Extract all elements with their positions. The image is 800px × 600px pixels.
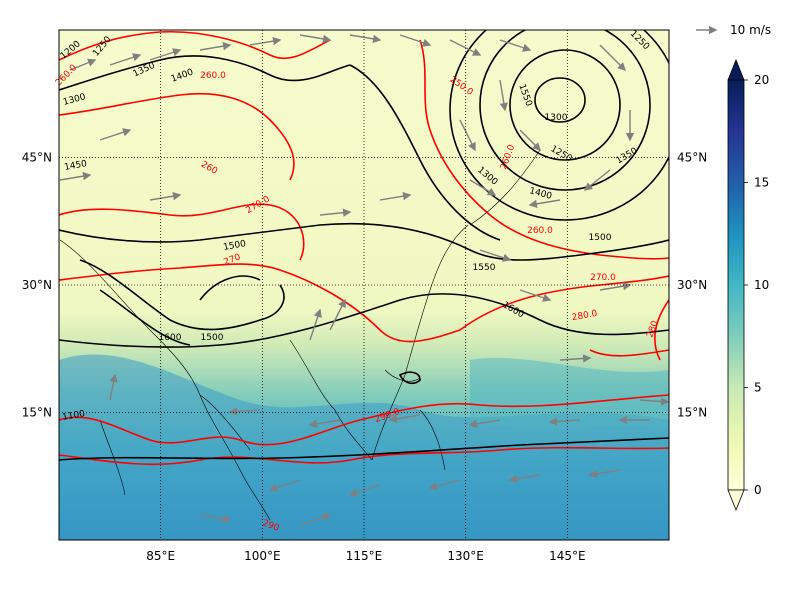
wind-arrow xyxy=(299,513,332,526)
geopotential-contour-label: 1450 xyxy=(64,159,89,173)
wind-arrow xyxy=(459,119,476,152)
wind-arrow xyxy=(639,397,669,406)
coastlines xyxy=(59,149,541,521)
wind-arrow xyxy=(479,249,512,262)
wind-arrow xyxy=(548,417,581,426)
gridlines xyxy=(59,30,669,540)
wind-arrow xyxy=(349,34,382,43)
wind-arrow xyxy=(519,129,541,151)
wind-arrow xyxy=(308,419,341,428)
lon-tick-label: 145°E xyxy=(549,549,586,563)
lon-tick-label: 115°E xyxy=(346,549,383,563)
wind-arrow xyxy=(69,58,97,71)
wind-arrow xyxy=(388,414,421,423)
wind-arrow xyxy=(599,282,632,291)
wind-arrow xyxy=(588,469,621,478)
wind-arrow xyxy=(59,172,92,181)
wind-arrow xyxy=(309,308,322,341)
wind-arrow xyxy=(249,37,282,46)
wind-arrow xyxy=(228,407,261,416)
wind-arrow xyxy=(199,514,232,523)
wind-arrow xyxy=(299,34,332,43)
wind-arrow xyxy=(468,419,501,428)
colorbar-extend-min xyxy=(727,489,745,512)
wind-arrow xyxy=(559,354,592,363)
wind-arrow xyxy=(379,192,412,201)
lat-tick-label: 45°N xyxy=(22,151,52,165)
colorbar-ticks: 0 5 10 15 20 xyxy=(744,73,769,497)
temperature-contours xyxy=(59,30,669,466)
temperature-contour-label: 260.0 xyxy=(200,71,226,81)
lon-tick-label: 85°E xyxy=(146,549,175,563)
wind-arrow xyxy=(399,34,432,47)
lat-tick-label: 30°N xyxy=(22,278,52,292)
colorbar-body xyxy=(727,79,745,491)
wind-arrow xyxy=(99,128,132,141)
colorbar-extend-max xyxy=(727,58,745,81)
wind-arrow xyxy=(109,53,142,66)
colorbar-tick-label: 15 xyxy=(754,176,769,190)
wind-arrow xyxy=(499,39,532,52)
wind-arrow xyxy=(508,474,541,483)
quiver-key-label: 10 m/s xyxy=(730,23,771,37)
wind-arrow xyxy=(149,48,182,61)
lat-tick-label: 45°N xyxy=(677,151,707,165)
wind-arrow xyxy=(268,479,301,492)
geopotential-contour-label: 1500 xyxy=(223,239,248,253)
latitude-tick-labels-left: 45°N 30°N 15°N xyxy=(22,151,52,420)
colorbar-tick-label: 10 xyxy=(754,278,769,292)
wind-vectors xyxy=(59,34,669,526)
geopotential-contour-label: 1500 xyxy=(201,333,224,343)
geopotential-contour-label: 1600 xyxy=(159,333,182,343)
temperature-contour-label: 260.0 xyxy=(527,226,553,236)
map-frame xyxy=(58,29,670,541)
wind-arrow xyxy=(428,479,461,491)
colorbar-tick-label: 5 xyxy=(754,381,762,395)
colorbar-tick-label: 20 xyxy=(754,73,769,87)
lat-tick-label: 30°N xyxy=(677,278,707,292)
wind-arrow xyxy=(199,42,232,51)
lon-tick-label: 100°E xyxy=(244,549,281,563)
colorbar-tick-label: 0 xyxy=(754,483,762,497)
wind-arrow xyxy=(449,39,482,56)
lon-tick-label: 130°E xyxy=(447,549,484,563)
latitude-tick-labels-right: 45°N 30°N 15°N xyxy=(677,151,707,420)
geopotential-contours xyxy=(59,30,669,461)
wind-arrow xyxy=(528,199,561,208)
quiver-key: 10 m/s xyxy=(696,23,771,37)
wind-arrow xyxy=(469,179,497,196)
geopotential-contour-label: 1500 xyxy=(589,233,612,243)
wind-arrow xyxy=(109,373,118,401)
longitude-tick-labels: 85°E 100°E 115°E 130°E 145°E xyxy=(146,549,585,563)
geopotential-contour-label: 1100 xyxy=(62,409,87,423)
wind-arrow xyxy=(348,484,381,497)
wind-arrow xyxy=(519,289,552,302)
wind-arrow xyxy=(599,44,626,71)
geopotential-contour-label: 1300 xyxy=(545,113,568,123)
lat-tick-label: 15°N xyxy=(677,406,707,420)
geopotential-contour-label: 1550 xyxy=(473,263,496,273)
wind-speed-patch xyxy=(470,357,669,430)
wind-arrow xyxy=(499,79,508,112)
temperature-contour-label: 270.0 xyxy=(590,273,616,283)
lat-tick-label: 15°N xyxy=(22,406,52,420)
wind-arrow xyxy=(583,169,611,191)
wind-arrow xyxy=(319,208,352,217)
wind-arrow xyxy=(329,298,346,331)
temperature-contour-label: 280.0 xyxy=(571,309,598,323)
wind-arrow xyxy=(149,192,182,201)
colorbar: 0 5 10 15 20 xyxy=(727,58,769,512)
